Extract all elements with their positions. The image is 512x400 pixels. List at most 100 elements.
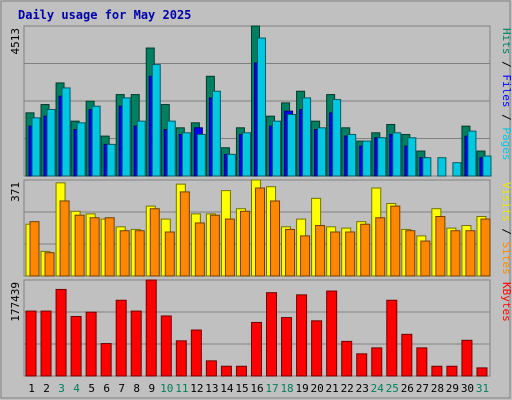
y-max-label: 4513	[9, 28, 22, 55]
bar-kbytes-day-21	[326, 290, 338, 377]
bar-sites-day-19	[300, 235, 311, 277]
bar-sites-day-24	[375, 217, 386, 277]
y-max-label: 177439	[9, 282, 22, 322]
x-tick-label: 9	[148, 382, 155, 395]
bar-pages-day-4	[76, 122, 86, 177]
legend-entry: Files	[500, 74, 512, 107]
x-tick-label: 14	[220, 382, 234, 395]
bar-pages-day-19	[302, 97, 312, 177]
x-tick-label: 6	[103, 382, 110, 395]
bar-kbytes-day-3	[55, 288, 67, 377]
bar-pages-day-30	[467, 130, 477, 177]
bar-sites-day-28	[435, 215, 446, 277]
bar-pages-day-14	[226, 153, 236, 177]
bar-sites-day-31	[480, 218, 491, 277]
bar-kbytes-day-4	[70, 315, 82, 377]
bar-kbytes-day-13	[205, 360, 217, 377]
x-tick-label: 15	[235, 382, 248, 395]
bar-sites-day-5	[89, 217, 100, 277]
bar-kbytes-day-17	[266, 292, 278, 377]
bar-sites-day-18	[285, 228, 296, 277]
bar-sites-day-2	[44, 252, 55, 277]
bar-sites-day-29	[450, 230, 461, 277]
bar-pages-day-13	[211, 90, 221, 177]
bar-pages-day-11	[181, 132, 191, 177]
legend-entry: /	[500, 222, 512, 242]
bar-kbytes-day-28	[431, 365, 443, 377]
bar-kbytes-day-16	[250, 321, 262, 377]
bar-pages-day-27	[422, 157, 432, 177]
x-tick-label: 18	[280, 382, 293, 395]
bar-pages-day-18	[287, 114, 297, 177]
bar-kbytes-day-10	[160, 315, 172, 377]
bar-kbytes-day-8	[130, 310, 142, 377]
bar-pages-day-22	[347, 133, 357, 177]
bar-pages-day-12	[196, 133, 206, 177]
x-tick-label: 22	[341, 382, 354, 395]
bar-sites-day-10	[164, 231, 175, 277]
x-tick-label: 7	[118, 382, 125, 395]
bar-pages-day-8	[136, 120, 146, 177]
chart-title: Daily usage for May 2025	[18, 8, 192, 22]
x-tick-label: 25	[386, 382, 399, 395]
bar-pages-day-26	[407, 137, 417, 177]
bar-pages-day-16	[256, 37, 266, 177]
bar-pages-day-25	[392, 132, 402, 177]
bar-pages-day-21	[332, 99, 342, 177]
x-tick-label: 12	[190, 382, 203, 395]
bar-pages-day-2	[46, 109, 56, 177]
x-tick-label: 2	[43, 382, 50, 395]
bar-kbytes-day-19	[296, 294, 308, 377]
legend-entry: Sites	[500, 242, 512, 275]
bar-kbytes-day-1	[25, 310, 37, 377]
x-tick-label: 28	[431, 382, 444, 395]
bar-kbytes-day-15	[235, 365, 247, 377]
x-tick-label: 4	[73, 382, 80, 395]
bar-sites-day-11	[179, 191, 190, 277]
y-max-label: 371	[9, 182, 22, 202]
bar-pages-day-7	[121, 97, 131, 177]
bar-kbytes-day-5	[85, 311, 97, 377]
bar-kbytes-day-20	[311, 320, 323, 377]
bar-kbytes-day-6	[100, 343, 112, 377]
bar-kbytes-day-14	[220, 365, 232, 377]
bar-sites-day-8	[134, 230, 145, 277]
bar-kbytes-day-29	[446, 365, 458, 377]
bar-kbytes-day-26	[401, 333, 413, 377]
bar-sites-day-3	[59, 200, 70, 277]
bar-pages-day-29	[452, 162, 462, 177]
bar-pages-day-5	[91, 105, 101, 177]
bar-pages-day-23	[362, 140, 372, 177]
bar-sites-day-23	[360, 223, 371, 277]
bar-sites-day-20	[315, 225, 326, 277]
bar-pages-day-20	[317, 127, 327, 177]
x-tick-label: 16	[250, 382, 263, 395]
x-tick-label: 3	[58, 382, 65, 395]
bar-kbytes-day-2	[40, 310, 52, 377]
bar-kbytes-day-25	[386, 299, 398, 377]
bar-pages-day-9	[151, 64, 161, 177]
x-tick-label: 17	[265, 382, 278, 395]
bar-kbytes-day-12	[190, 329, 202, 377]
bar-sites-day-7	[119, 230, 130, 277]
bar-sites-day-15	[239, 210, 250, 277]
x-tick-label: 20	[311, 382, 324, 395]
bar-sites-day-30	[465, 230, 476, 277]
bar-kbytes-day-22	[341, 340, 353, 377]
x-tick-label: 11	[175, 382, 188, 395]
bar-kbytes-day-31	[476, 367, 488, 377]
x-tick-label: 21	[326, 382, 339, 395]
bar-sites-day-22	[345, 231, 356, 277]
x-tick-label: 31	[476, 382, 489, 395]
x-tick-label: 30	[461, 382, 474, 395]
bar-sites-day-14	[224, 218, 235, 277]
x-tick-label: 23	[356, 382, 369, 395]
bar-kbytes-day-11	[175, 340, 187, 377]
bar-kbytes-day-23	[356, 353, 368, 377]
bar-sites-day-16	[254, 187, 265, 277]
bar-sites-day-21	[330, 231, 341, 277]
legend-entry: KBytes	[500, 282, 512, 322]
bar-sites-day-4	[74, 214, 85, 277]
